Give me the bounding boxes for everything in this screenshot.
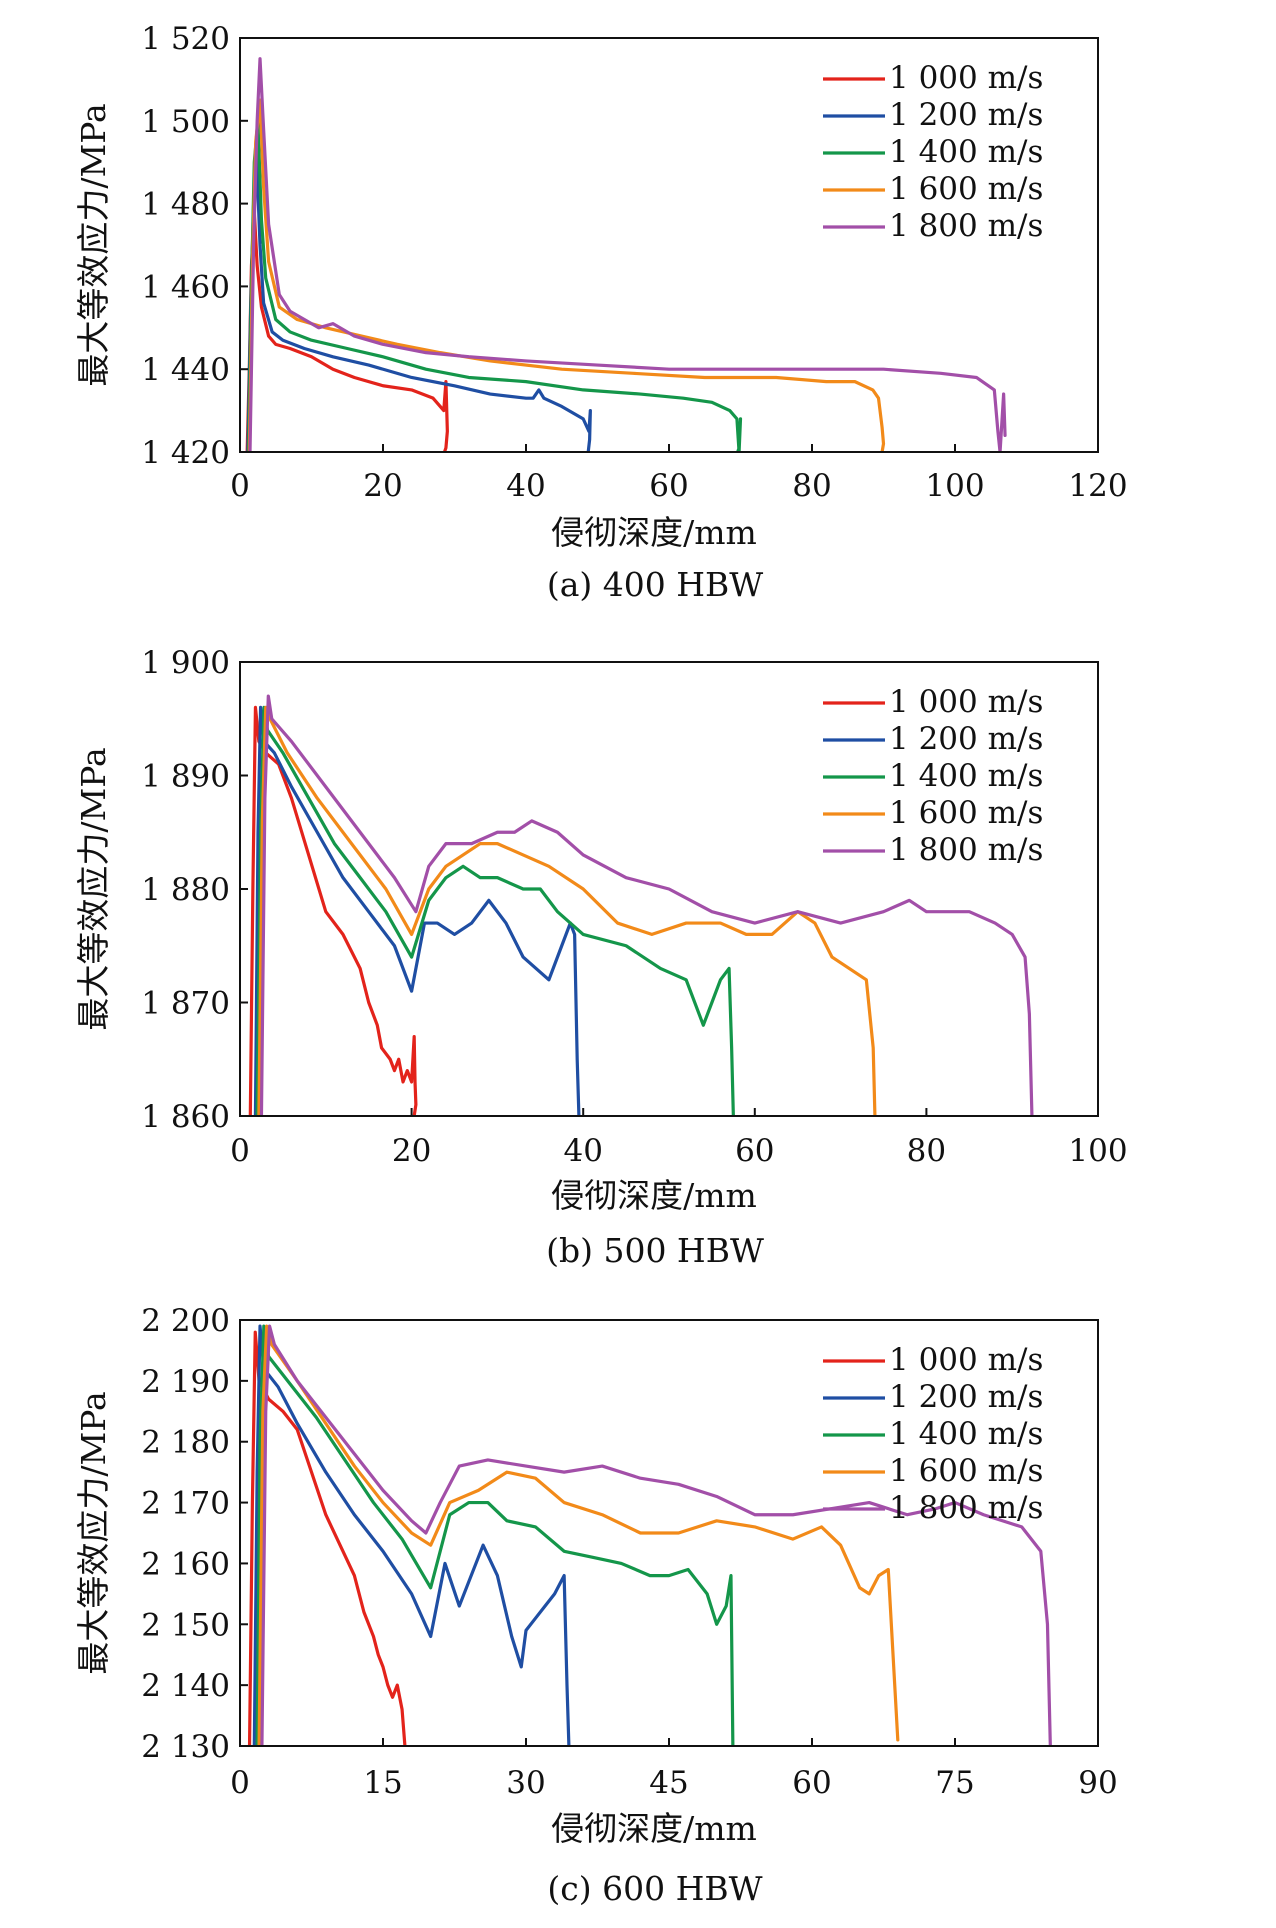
series-line-1 [252, 1324, 571, 1746]
legend-label-2: 1 400 m/s [889, 134, 1043, 170]
y-tick-label: 2 170 [141, 1486, 230, 1522]
y-axis-title: 最大等效应力/MPa [74, 747, 113, 1030]
y-tick-label: 2 190 [141, 1364, 230, 1400]
panel-caption: (c) 600 HBW [547, 1869, 762, 1908]
legend-label-4: 1 800 m/s [889, 832, 1043, 868]
panel-caption: (a) 400 HBW [547, 565, 763, 604]
x-tick-label: 20 [363, 468, 402, 504]
series-line-2 [255, 705, 735, 1116]
chart-panel-2: 0 15 30 45 60 75 90 2 130 2 140 2 150 2 160 2 170 2 … [74, 1303, 1118, 1908]
x-axis-title: 侵彻深度/mm [551, 1809, 757, 1848]
series-line-4 [260, 1324, 1052, 1746]
legend-label-0: 1 000 m/s [889, 1342, 1043, 1378]
series-line-0 [248, 705, 418, 1116]
y-tick-label: 2 180 [141, 1425, 230, 1461]
x-tick-label: 40 [506, 468, 545, 504]
x-tick-label: 20 [392, 1133, 431, 1169]
legend: 1 000 m/s1 200 m/s1 400 m/s1 600 m/s1 80… [823, 684, 1043, 868]
y-tick-label: 1 860 [141, 1099, 230, 1135]
series-line-4 [248, 57, 1007, 452]
y-tick-label: 1 460 [141, 269, 230, 305]
chart-panel-0: 0 20 40 60 80 100 120 1 420 1 440 1 460 1 480 1 500… [74, 21, 1128, 604]
legend: 1 000 m/s1 200 m/s1 400 m/s1 600 m/s1 80… [823, 1342, 1043, 1526]
series-line-3 [247, 98, 886, 452]
y-tick-label: 2 200 [141, 1303, 230, 1339]
legend-label-1: 1 200 m/s [889, 97, 1043, 133]
x-tick-label: 90 [1078, 1765, 1117, 1801]
x-axis-title: 侵彻深度/mm [551, 513, 757, 552]
y-tick-label: 1 880 [141, 872, 230, 908]
y-tick-label: 2 130 [141, 1729, 230, 1765]
y-axis-title: 最大等效应力/MPa [74, 1391, 113, 1674]
legend-label-2: 1 400 m/s [889, 758, 1043, 794]
series-line-3 [257, 705, 877, 1116]
x-tick-label: 75 [935, 1765, 974, 1801]
x-tick-label: 60 [735, 1133, 774, 1169]
x-tick-label: 80 [792, 468, 831, 504]
y-tick-label: 1 870 [141, 986, 230, 1022]
x-tick-label: 100 [1068, 1133, 1127, 1169]
x-tick-label: 0 [230, 1765, 250, 1801]
legend-label-1: 1 200 m/s [889, 1379, 1043, 1415]
legend-label-0: 1 000 m/s [889, 60, 1043, 96]
y-tick-label: 1 500 [141, 104, 230, 140]
legend-label-4: 1 800 m/s [889, 208, 1043, 244]
series-line-0 [247, 1330, 407, 1746]
x-tick-label: 120 [1068, 468, 1127, 504]
x-tick-label: 15 [363, 1765, 402, 1801]
x-tick-label: 30 [506, 1765, 545, 1801]
legend-label-1: 1 200 m/s [889, 721, 1043, 757]
legend-label-2: 1 400 m/s [889, 1416, 1043, 1452]
legend-label-0: 1 000 m/s [889, 684, 1043, 720]
chart-panel-1: 0 20 40 60 80 100 1 860 1 870 1 880 1 890 1 900 侵彻深… [74, 645, 1128, 1270]
x-tick-label: 45 [649, 1765, 688, 1801]
series-line-2 [246, 119, 743, 452]
legend: 1 000 m/s1 200 m/s1 400 m/s1 600 m/s1 80… [823, 60, 1043, 244]
x-tick-label: 0 [230, 1133, 250, 1169]
legend-label-4: 1 800 m/s [889, 1490, 1043, 1526]
y-tick-label: 1 440 [141, 352, 230, 388]
y-tick-label: 2 150 [141, 1607, 230, 1643]
series-line-1 [253, 705, 581, 1116]
series-line-1 [246, 152, 592, 452]
x-tick-label: 60 [792, 1765, 831, 1801]
y-tick-label: 1 520 [141, 21, 230, 57]
y-tick-label: 1 900 [141, 645, 230, 681]
legend-label-3: 1 600 m/s [889, 795, 1043, 831]
x-tick-label: 60 [649, 468, 688, 504]
y-axis-title: 最大等效应力/MPa [74, 103, 113, 386]
series-line-2 [255, 1324, 735, 1746]
panel-caption: (b) 500 HBW [546, 1231, 764, 1270]
y-tick-label: 2 160 [141, 1546, 230, 1582]
series-line-3 [257, 1324, 900, 1746]
x-tick-label: 100 [925, 468, 984, 504]
x-tick-label: 80 [907, 1133, 946, 1169]
y-tick-label: 1 480 [141, 187, 230, 223]
legend-label-3: 1 600 m/s [889, 1453, 1043, 1489]
x-axis-title: 侵彻深度/mm [551, 1176, 757, 1215]
x-tick-label: 40 [563, 1133, 602, 1169]
x-tick-label: 0 [230, 468, 250, 504]
y-tick-label: 1 420 [141, 435, 230, 471]
legend-label-3: 1 600 m/s [889, 171, 1043, 207]
y-tick-label: 2 140 [141, 1668, 230, 1704]
series-line-4 [259, 694, 1034, 1116]
y-tick-label: 1 890 [141, 759, 230, 795]
